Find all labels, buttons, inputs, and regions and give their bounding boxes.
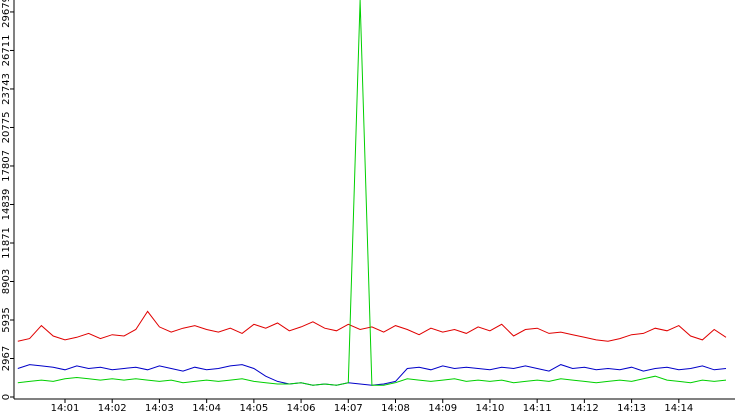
x-tick-label: 14:09 [428,403,457,414]
x-tick-label: 14:08 [381,403,410,414]
y-tick-label: 2967 [1,346,12,371]
y-tick-label: 29679 [1,0,12,28]
x-tick-label: 14:10 [476,403,505,414]
x-tick-label: 14:06 [287,403,316,414]
x-tick-label: 14:01 [51,403,80,414]
y-tick-label: 0 [1,394,12,400]
y-tick-label: 26711 [1,35,12,67]
x-tick-label: 14:04 [192,403,221,414]
series-line [17,0,727,386]
y-tick-label: 17807 [1,150,12,182]
x-tick-label: 14:05 [239,403,268,414]
x-tick-label: 14:13 [617,403,646,414]
x-tick-label: 14:02 [98,403,127,414]
x-tick-label: 14:03 [145,403,174,414]
y-tick-label: 11871 [1,227,12,259]
x-tick-label: 14:12 [570,403,599,414]
series-line [17,310,727,342]
x-tick-label: 14:11 [523,403,552,414]
x-tick-label: 14:07 [334,403,363,414]
x-tick-label: 14:14 [664,403,693,414]
y-tick-label: 5935 [1,307,12,332]
y-tick-label: 8903 [1,269,12,294]
y-tick-label: 20775 [1,112,12,144]
y-tick-label: 23743 [1,73,12,105]
y-tick-label: 14839 [1,189,12,221]
